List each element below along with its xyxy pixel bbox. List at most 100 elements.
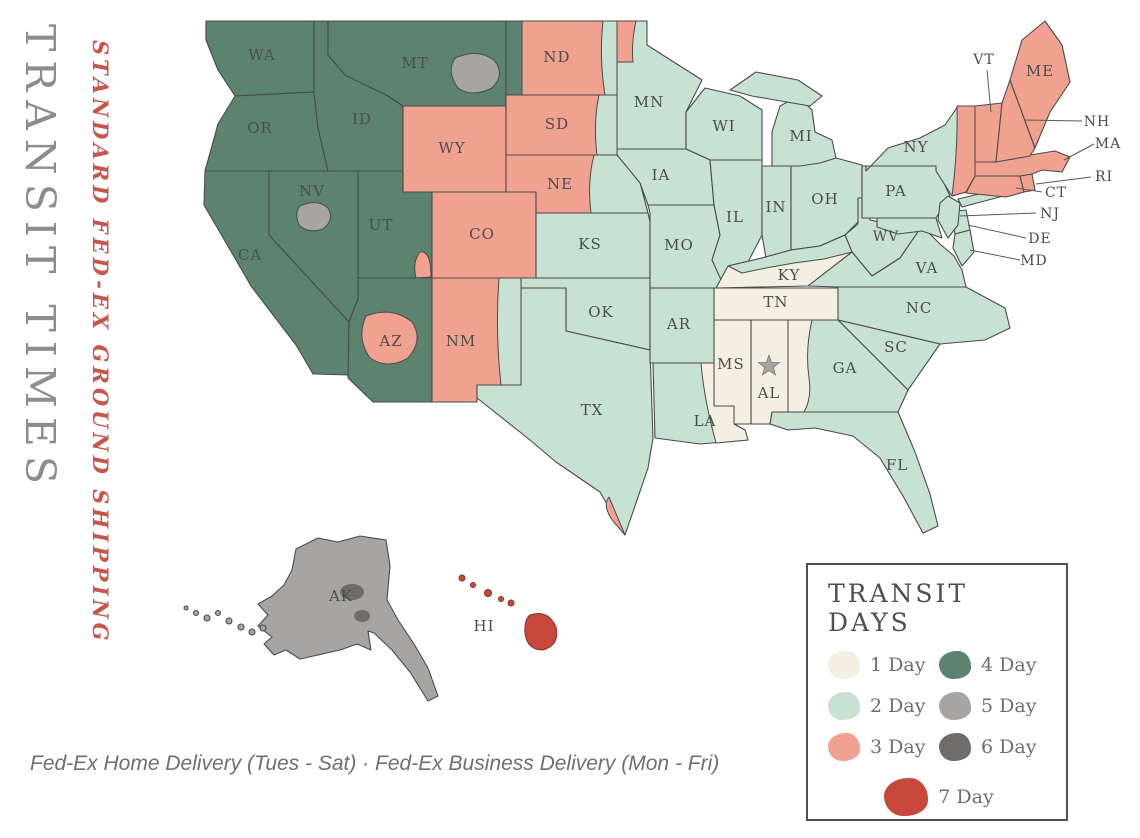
state-label-ky: KY <box>778 266 801 284</box>
state-label-nh: NH <box>1084 114 1110 130</box>
state-label-nc: NC <box>906 299 933 317</box>
state-label-nj: NJ <box>1040 206 1060 222</box>
state-me <box>1009 20 1071 149</box>
state-label-wi: WI <box>712 117 735 135</box>
nj-leader-line <box>959 212 1037 217</box>
page-title: TRANSIT TIMES <box>16 24 64 493</box>
state-label-id: ID <box>352 110 372 128</box>
callout-labels-layer: VT NH MA RI CT NJ DE MD <box>959 52 1120 269</box>
zone-patch-ga-west-1day <box>787 319 813 413</box>
page-subtitle: STANDARD FED-EX GROUND SHIPPING <box>88 40 113 645</box>
swatch-2-day <box>828 692 860 720</box>
legend-item-4-day: 4 Day <box>939 651 1050 679</box>
state-label-hi: HI <box>473 617 494 635</box>
zone-patch-nd-west-4day <box>505 20 523 96</box>
origin-star-icon <box>757 353 781 376</box>
state-label-tn: TN <box>763 293 788 311</box>
state-fl <box>769 411 939 534</box>
zone-patch-mt-5day <box>450 53 500 94</box>
state-label-ga: GA <box>833 359 858 377</box>
state-label-oh: OH <box>811 190 838 208</box>
zone-patch-mn-nw-3day <box>616 20 637 63</box>
legend-label-2-day: 2 Day <box>870 695 926 717</box>
state-label-wv: WV <box>873 229 900 245</box>
state-labels-layer: WA OR CA NV ID MT WY UT CO AZ NM ND SD N… <box>238 46 1054 635</box>
zone-patch-ky-north-2day <box>727 234 853 274</box>
state-label-ok: OK <box>588 303 614 321</box>
state-label-ks: KS <box>578 235 601 253</box>
state-label-or: OR <box>247 119 273 137</box>
state-label-nm: NM <box>446 332 476 350</box>
state-label-mi: MI <box>789 127 812 145</box>
legend-item-2-day: 2 Day <box>828 692 939 720</box>
nh-leader-line <box>1023 119 1083 122</box>
state-nh <box>995 79 1036 163</box>
de-leader-line <box>967 224 1027 239</box>
hawaii-islands <box>458 574 558 651</box>
legend-item-6-day: 6 Day <box>939 733 1050 761</box>
state-label-co: CO <box>469 225 495 243</box>
state-label-ia: IA <box>652 166 671 184</box>
state-md-shore <box>952 229 975 267</box>
transit-days-legend: TRANSIT DAYS 1 Day 4 Day 2 Day 5 Day 3 D… <box>806 563 1068 821</box>
state-label-mn: MN <box>634 93 664 111</box>
state-label-al: AL <box>757 384 781 402</box>
state-label-mo: MO <box>664 236 694 254</box>
state-label-sd: SD <box>545 115 569 133</box>
state-label-mt: MT <box>401 54 428 72</box>
state-label-wa: WA <box>248 46 276 64</box>
state-label-wy: WY <box>438 139 465 157</box>
state-label-sc: SC <box>884 338 908 356</box>
zone-patch-la-east-1day <box>700 362 749 444</box>
state-label-ms: MS <box>717 355 745 373</box>
state-ak <box>257 535 439 702</box>
state-mi-upper <box>729 71 823 107</box>
vt-leader-line <box>986 69 992 113</box>
swatch-3-day <box>828 733 860 761</box>
hi-island-5 <box>507 599 515 607</box>
legend-label-4-day: 4 Day <box>981 654 1037 676</box>
swatch-5-day <box>939 692 971 720</box>
state-label-ny: NY <box>903 138 928 156</box>
legend-label-7-day: 7 Day <box>938 786 994 808</box>
hi-island-3 <box>484 589 492 597</box>
hi-island-4 <box>498 596 504 602</box>
state-label-me: ME <box>1026 62 1054 80</box>
hi-big-island <box>524 613 558 651</box>
zone-patch-ak-6day-1 <box>340 584 364 600</box>
zone-patch-ak-6day-2 <box>354 610 370 622</box>
state-label-pa: PA <box>885 182 907 200</box>
legend-item-3-day: 3 Day <box>828 733 939 761</box>
state-label-la: LA <box>694 412 717 430</box>
state-label-ct: CT <box>1045 185 1067 201</box>
aleutian-islands <box>183 605 267 636</box>
state-mi-lower <box>771 95 837 167</box>
state-label-ca: CA <box>238 246 262 264</box>
state-label-ne: NE <box>547 175 573 193</box>
zone-patch-nv-5day <box>296 202 332 232</box>
legend-label-5-day: 5 Day <box>981 695 1037 717</box>
legend-item-7-day: 7 Day <box>828 778 1050 816</box>
zone-patches-layer <box>296 20 976 622</box>
state-label-il: IL <box>726 208 744 226</box>
swatch-1-day <box>828 651 860 679</box>
ri-leader-line <box>1035 176 1092 185</box>
state-ct <box>965 175 1025 198</box>
zone-patch-nd-east-2day <box>600 20 618 96</box>
delivery-footnote: Fed-Ex Home Delivery (Tues - Sat) · Fed-… <box>30 752 720 775</box>
state-label-nv: NV <box>299 182 325 200</box>
legend-label-3-day: 3 Day <box>870 736 926 758</box>
state-al <box>750 319 789 425</box>
legend-grid: 1 Day 4 Day 2 Day 5 Day 3 Day 6 Day <box>828 651 1050 816</box>
state-label-in: IN <box>765 198 786 216</box>
state-label-md: MD <box>1020 253 1048 269</box>
zone-patch-ny-east-3day <box>951 105 976 197</box>
state-label-az: AZ <box>378 332 402 350</box>
zone-patch-tx-tip-3day <box>605 496 626 536</box>
zone-patch-ut-se-3day <box>414 251 432 279</box>
swatch-7-day <box>884 778 929 816</box>
zone-patch-nm-east-2day <box>496 277 522 386</box>
legend-label-1-day: 1 Day <box>870 654 926 676</box>
